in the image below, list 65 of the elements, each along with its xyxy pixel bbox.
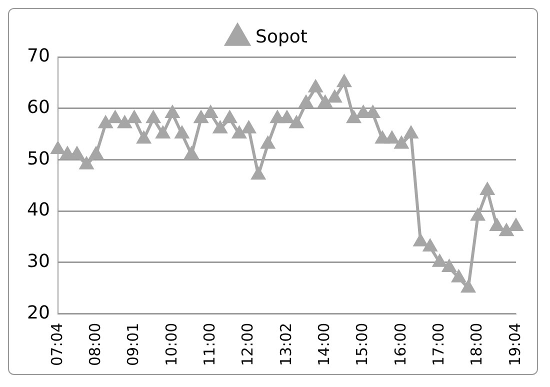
- point: [509, 218, 523, 231]
- point: [128, 111, 141, 124]
- point: [347, 111, 360, 124]
- x-tick-label: 13:02: [276, 322, 295, 366]
- point: [146, 111, 160, 124]
- point: [280, 111, 294, 124]
- point: [89, 147, 103, 160]
- y-tick-label: 20: [27, 302, 50, 324]
- point: [137, 132, 150, 144]
- y-tick-label: 70: [27, 46, 50, 67]
- point: [252, 168, 266, 180]
- x-tick-label: 15:00: [353, 322, 372, 366]
- point: [51, 142, 65, 154]
- x-tick-label: 08:00: [86, 322, 104, 366]
- point: [318, 96, 332, 108]
- point: [452, 270, 466, 282]
- x-tick-label: 10:00: [162, 322, 180, 366]
- point: [270, 111, 284, 124]
- x-tick-label: 11:00: [200, 322, 218, 366]
- y-tick-label: 50: [27, 148, 50, 170]
- point: [500, 224, 514, 236]
- point: [261, 136, 275, 149]
- point: [118, 116, 132, 128]
- x-tick-label: 19:04: [506, 322, 524, 366]
- point: [184, 147, 198, 160]
- point: [376, 132, 390, 144]
- point: [308, 80, 322, 92]
- legend-label: Sopot: [256, 26, 308, 48]
- point: [328, 90, 342, 103]
- point: [222, 111, 236, 124]
- x-tick-label: 12:00: [238, 322, 257, 366]
- point: [290, 116, 304, 128]
- x-tick-label: 14:00: [315, 322, 334, 366]
- x-tick-label: 09:01: [124, 322, 142, 366]
- point: [156, 126, 170, 139]
- point: [98, 116, 112, 128]
- point: [462, 280, 475, 293]
- point: [423, 240, 437, 252]
- point: [194, 111, 208, 124]
- x-tick-label: 17:00: [430, 322, 448, 366]
- point: [166, 106, 180, 118]
- point: [394, 136, 408, 149]
- point: [490, 218, 504, 231]
- point: [385, 132, 399, 144]
- x-tick-label: 07:04: [48, 322, 66, 366]
- point: [204, 106, 218, 118]
- point: [404, 126, 418, 139]
- point: [108, 111, 122, 124]
- x-tick-label: 16:00: [391, 322, 410, 366]
- y-tick-label: 30: [27, 251, 50, 272]
- point: [414, 234, 428, 246]
- point: [338, 75, 351, 88]
- point: [471, 208, 485, 221]
- point: [175, 126, 189, 139]
- point: [442, 260, 456, 272]
- point: [480, 183, 494, 196]
- y-tick-label: 60: [27, 97, 50, 118]
- y-tick-label: 40: [27, 200, 50, 221]
- x-tick-label: 18:00: [468, 322, 486, 366]
- point: [299, 96, 313, 108]
- point: [80, 157, 94, 170]
- point: [432, 254, 446, 267]
- point: [213, 121, 227, 134]
- point: [242, 121, 256, 134]
- point: [232, 126, 246, 139]
